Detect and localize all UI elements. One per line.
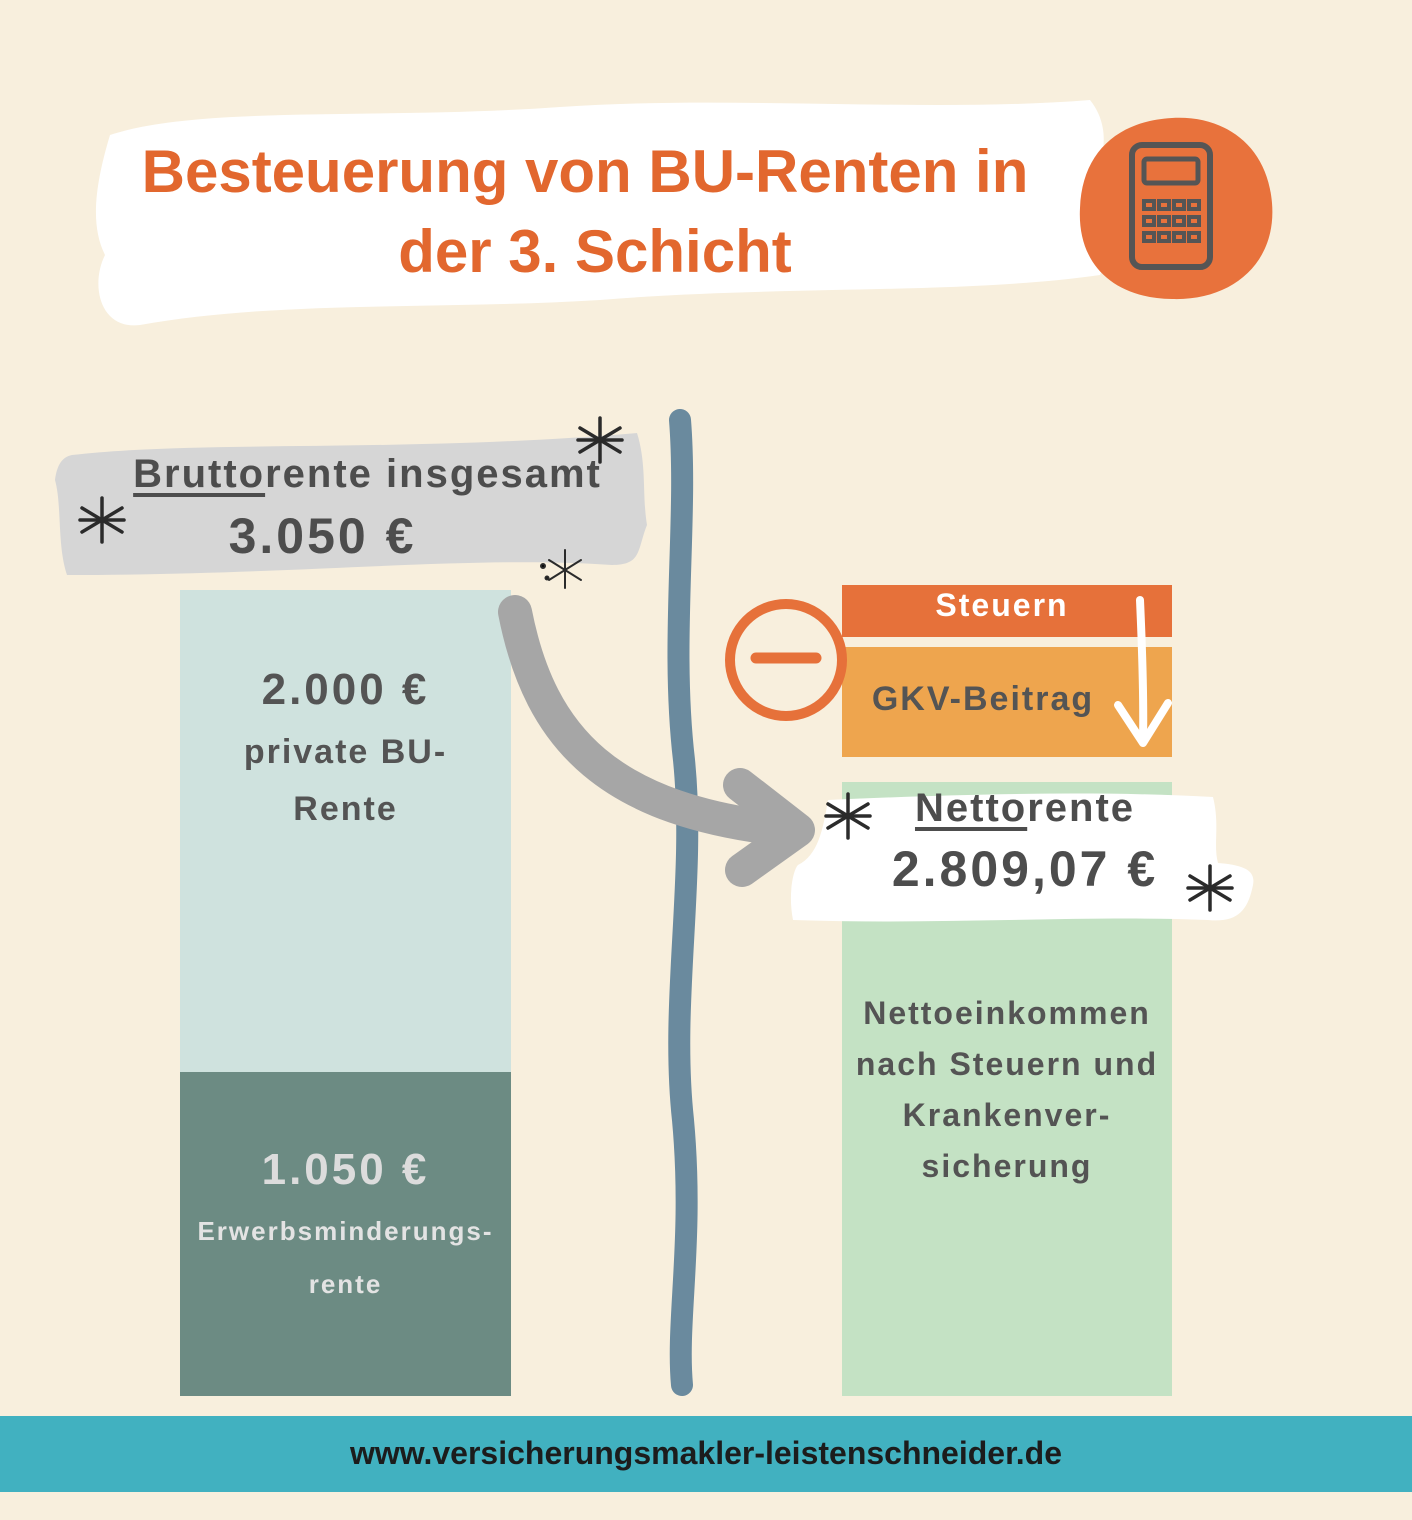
asterisk-icon [78, 496, 126, 544]
minus-circle-icon [725, 599, 847, 721]
steuern-bar-segment [842, 585, 1172, 637]
netto-label-rest: rente [1027, 786, 1136, 830]
erwerbsminderung-value: 1.050 € [261, 1145, 430, 1194]
calculator-icon [1079, 117, 1273, 300]
title-line-1: Besteuerung von BU-Renten in [141, 138, 1029, 205]
footer-bar [0, 1416, 1412, 1492]
netto-value: 2.809,07 € [891, 841, 1159, 897]
netto-label-underlined: Netto [914, 786, 1028, 830]
brutto-label: Bruttorente insgesamt [95, 452, 640, 497]
private-bu-value: 2.000 € [261, 665, 430, 714]
brutto-brush-background [55, 433, 647, 575]
footer-url[interactable]: www.versicherungsmakler-leistenschneider… [350, 1435, 1062, 1471]
netto-brush-background [790, 793, 1254, 922]
title-line-2: der 3. Schicht [398, 218, 792, 285]
down-arrow-icon [1114, 596, 1172, 747]
asterisk-icon [824, 792, 872, 840]
page-title: Besteuerung von BU-Renten in der 3. Schi… [95, 132, 1075, 292]
asterisk-icon [540, 549, 582, 589]
title-brush-background [95, 100, 1110, 326]
brutto-value: 3.050 € [228, 508, 417, 564]
steuern-label: Steuern [935, 587, 1069, 623]
private-bu-bar-segment [180, 590, 511, 1072]
netto-description: Nettoeinkommen nach Steuern und Krankenv… [855, 995, 1159, 1184]
gkv-label: GKV-Beitrag [871, 680, 1095, 718]
erwerbsminderung-label: Erwerbsminderungs-rente [197, 1216, 494, 1299]
erwerbsminderung-bar-segment [180, 1072, 511, 1396]
netto-label: Nettorente [880, 786, 1170, 831]
asterisk-icon [576, 416, 624, 464]
divider-line [667, 409, 699, 1396]
brutto-label-rest: rente insgesamt [265, 452, 602, 496]
asterisk-icon [1186, 864, 1234, 912]
brutto-label-underlined: Brutto [133, 452, 266, 496]
private-bu-label: private BU-Rente [243, 733, 448, 828]
